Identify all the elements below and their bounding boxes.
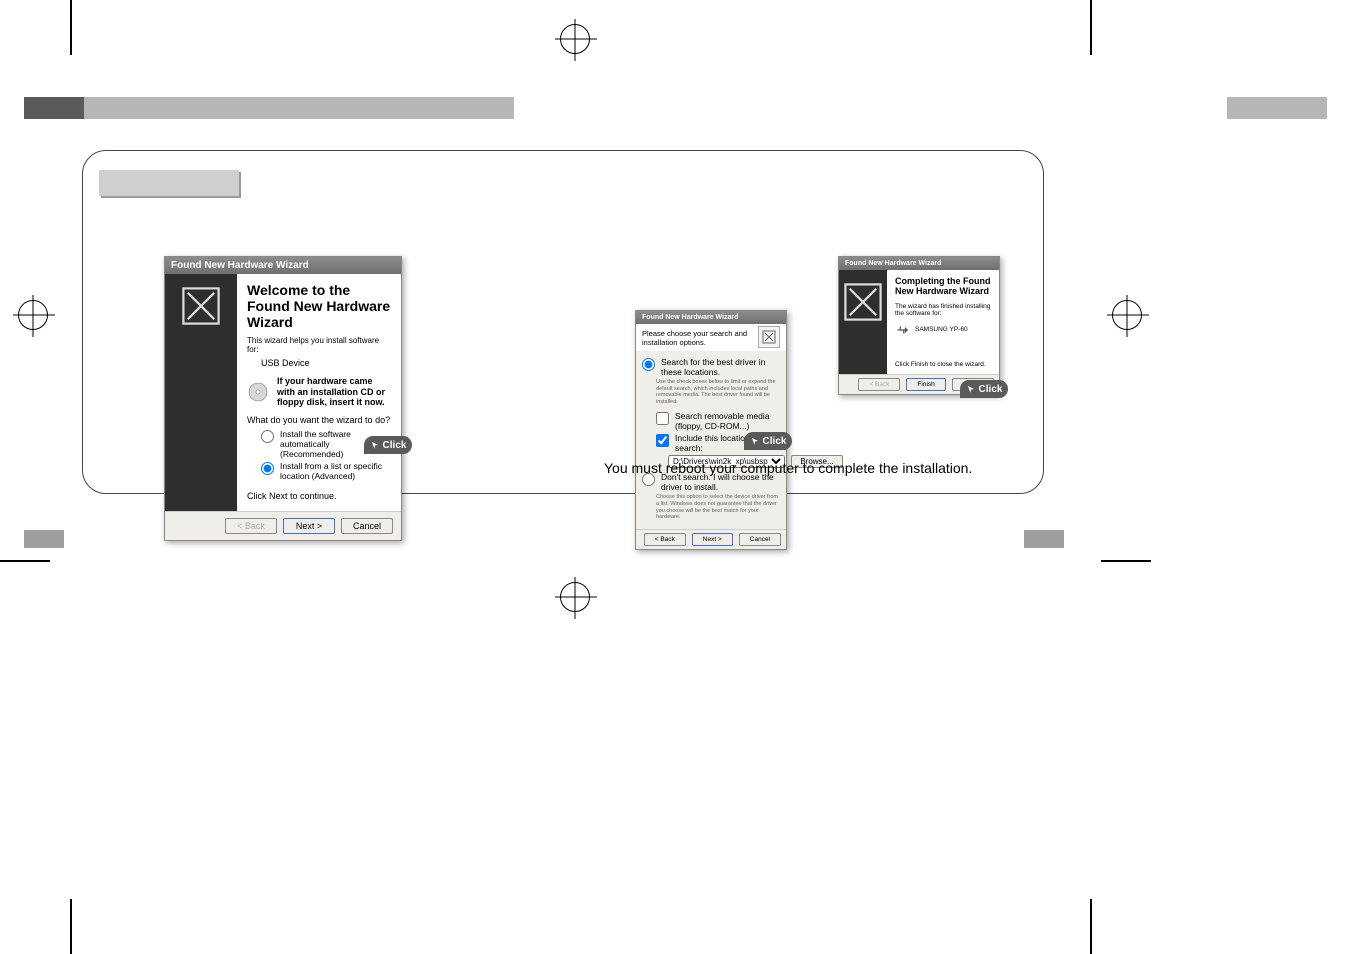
wizard-heading: Welcome to the Found New Hardware Wizard [247,282,391,330]
continue-hint: Click Next to continue. [247,491,391,501]
wizard-icon [758,326,780,348]
check-removable-label: Search removable media (floppy, CD-ROM..… [675,411,780,431]
radio-search-label: Search for the best driver in these loca… [661,357,780,377]
wizard-welcome: Found New Hardware Wizard Welcome to the… [164,256,402,541]
radio-search-input[interactable] [642,358,655,371]
page-number-block [24,530,64,548]
reboot-message: You must reboot your computer to complet… [604,460,972,476]
wizard-side-image [165,274,237,511]
next-button[interactable]: Next > [283,518,335,534]
cancel-button[interactable]: Cancel [341,518,393,534]
decor-top-strip [24,97,1327,119]
check-removable-input[interactable] [656,412,669,425]
prompt: What do you want the wizard to do? [247,415,391,425]
titlebar: Found New Hardware Wizard [636,311,786,324]
check-include-input[interactable] [656,434,669,447]
finish-hint: Click Finish to close the wizard. [895,361,991,368]
section-chip [99,170,239,196]
crop-mark [0,560,50,562]
back-button[interactable]: < Back [225,518,277,534]
device-name: USB Device [261,358,391,368]
crop-mark [1090,0,1092,55]
registration-mark [1112,300,1142,330]
radio-list-label: Install from a list or specific location… [280,461,391,481]
cancel-button[interactable]: Cancel [739,533,781,546]
check-removable[interactable]: Search removable media (floppy, CD-ROM..… [656,411,780,431]
crop-mark [70,899,72,954]
radio-list[interactable]: Install from a list or specific location… [261,461,391,481]
helper-text: This wizard helps you install software f… [247,336,391,354]
next-button[interactable]: Next > [692,533,733,546]
crop-mark [70,0,72,55]
registration-mark [18,300,48,330]
titlebar: Found New Hardware Wizard [839,257,999,270]
wizard-heading: Completing the Found New Hardware Wizard [895,276,991,297]
device-name: SAMSUNG YP-60 [915,326,968,333]
search-note: Use the check boxes below to limit or ex… [656,379,780,405]
registration-mark [560,582,590,612]
click-badge: Click [364,436,412,454]
radio-list-input[interactable] [261,462,274,475]
page-number-block [1024,530,1064,548]
done-line: The wizard has finished installing the s… [895,303,991,317]
click-badge: Click [960,380,1008,398]
crop-mark [1090,899,1092,954]
titlebar: Found New Hardware Wizard [165,257,401,274]
radio-auto-input[interactable] [261,430,274,443]
radio-search[interactable]: Search for the best driver in these loca… [642,357,780,377]
button-row: < Back Next > Cancel [165,511,401,540]
wizard-completing: Found New Hardware Wizard Completing the… [838,256,1000,395]
click-badge-label: Click [979,384,1003,395]
finish-button[interactable]: Finish [906,378,945,391]
cd-hint-text: If your hardware came with an installati… [277,376,391,407]
click-badge: Click [744,432,792,450]
dont-search-note: Choose this option to select the device … [656,494,780,520]
cd-hint: If your hardware came with an installati… [247,376,391,407]
back-button[interactable]: < Back [644,533,686,546]
wizard-search-options: Found New Hardware Wizard Please choose … [635,310,787,550]
back-button[interactable]: < Back [858,378,900,391]
registration-mark [560,24,590,54]
wizard-side-image [839,270,887,374]
usb-icon [895,323,909,337]
button-row: < Back Next > Cancel [636,529,786,549]
cd-icon [247,381,269,403]
click-badge-label: Click [383,440,407,451]
click-badge-label: Click [763,436,787,447]
crop-mark [1101,560,1151,562]
